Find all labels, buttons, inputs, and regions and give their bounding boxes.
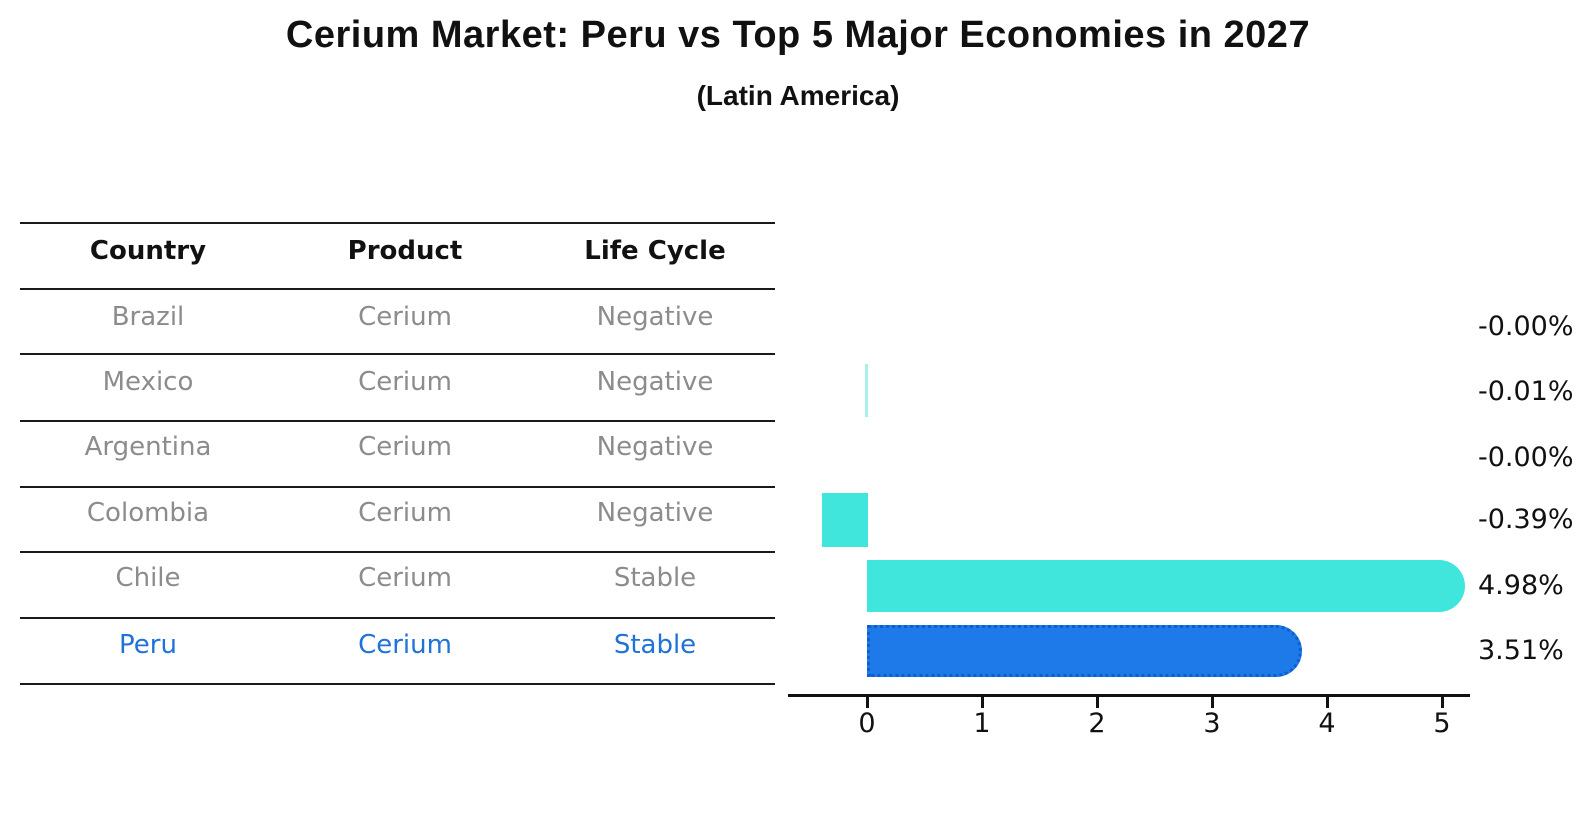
- cell-country: Mexico: [102, 367, 194, 397]
- cell-country: Chile: [115, 563, 181, 593]
- chart-subtitle: (Latin America): [696, 80, 900, 111]
- bar-chile: [867, 560, 1465, 612]
- value-label-mexico: -0.01%: [1478, 376, 1574, 407]
- x-tick-label-2: 2: [1088, 708, 1106, 739]
- x-tick-mark: [981, 697, 984, 708]
- cell-country: Colombia: [86, 498, 210, 528]
- cell-life-cycle: Stable: [613, 630, 697, 660]
- x-tick-label-5: 5: [1433, 708, 1451, 739]
- x-tick-label-1: 1: [973, 708, 991, 739]
- table-header-rule: [20, 288, 775, 290]
- cell-life-cycle: Negative: [596, 367, 714, 397]
- table-row-rule: [20, 353, 775, 355]
- column-header-country: Country: [89, 236, 207, 266]
- x-tick-label-0: 0: [858, 708, 876, 739]
- cell-product: Cerium: [358, 432, 452, 462]
- column-header-life-cycle: Life Cycle: [584, 236, 726, 266]
- chart-title: Cerium Market: Peru vs Top 5 Major Econo…: [285, 14, 1311, 56]
- cell-product: Cerium: [358, 563, 452, 593]
- table-row-rule: [20, 617, 775, 619]
- bar-colombia: [822, 493, 868, 547]
- x-tick-mark: [866, 697, 869, 708]
- value-label-brazil: -0.00%: [1478, 311, 1574, 342]
- table-bottom-rule: [20, 683, 775, 685]
- table-top-rule: [20, 222, 775, 224]
- x-axis-line: [788, 694, 1470, 697]
- table-row-rule: [20, 486, 775, 488]
- x-tick-mark: [1326, 697, 1329, 708]
- x-tick-label-4: 4: [1318, 708, 1336, 739]
- cell-product: Cerium: [358, 630, 452, 660]
- cell-product: Cerium: [358, 302, 452, 332]
- cell-life-cycle: Negative: [596, 302, 714, 332]
- cell-life-cycle: Stable: [613, 563, 697, 593]
- x-tick-mark: [1211, 697, 1214, 708]
- table-row-rule: [20, 420, 775, 422]
- cell-life-cycle: Negative: [596, 432, 714, 462]
- x-tick-mark: [1441, 697, 1444, 708]
- bar-mexico: [865, 364, 868, 417]
- x-tick-label-3: 3: [1203, 708, 1221, 739]
- value-label-colombia: -0.39%: [1478, 504, 1574, 535]
- value-label-argentina: -0.00%: [1478, 442, 1574, 473]
- cell-product: Cerium: [358, 367, 452, 397]
- cell-country: Brazil: [111, 302, 185, 332]
- table-row-rule: [20, 551, 775, 553]
- x-tick-mark: [1096, 697, 1099, 708]
- value-label-chile: 4.98%: [1478, 570, 1564, 601]
- cell-product: Cerium: [358, 498, 452, 528]
- value-label-peru: 3.51%: [1478, 635, 1564, 666]
- bar-peru-highlighted: [867, 625, 1302, 677]
- cell-country: Peru: [119, 630, 177, 660]
- cell-life-cycle: Negative: [596, 498, 714, 528]
- cell-country: Argentina: [84, 432, 212, 462]
- column-header-product: Product: [347, 236, 463, 266]
